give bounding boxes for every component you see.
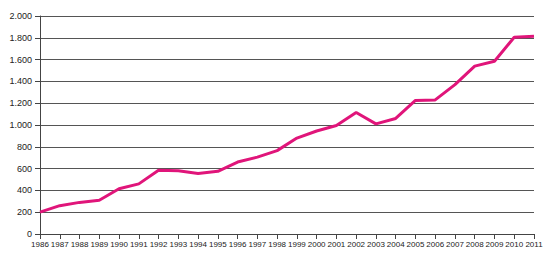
svg-text:1996: 1996 bbox=[229, 240, 247, 249]
svg-text:2009: 2009 bbox=[486, 240, 504, 249]
svg-text:400: 400 bbox=[17, 185, 32, 195]
svg-text:2002: 2002 bbox=[347, 240, 365, 249]
svg-text:1.600: 1.600 bbox=[9, 55, 32, 65]
svg-text:600: 600 bbox=[17, 164, 32, 174]
svg-text:1999: 1999 bbox=[288, 240, 306, 249]
svg-text:1987: 1987 bbox=[51, 240, 69, 249]
svg-text:1994: 1994 bbox=[189, 240, 207, 249]
svg-text:800: 800 bbox=[17, 142, 32, 152]
svg-text:1991: 1991 bbox=[130, 240, 148, 249]
svg-text:2004: 2004 bbox=[387, 240, 405, 249]
svg-text:1.800: 1.800 bbox=[9, 33, 32, 43]
svg-text:2007: 2007 bbox=[446, 240, 464, 249]
svg-text:1997: 1997 bbox=[248, 240, 266, 249]
svg-text:1986: 1986 bbox=[31, 240, 49, 249]
svg-text:1.400: 1.400 bbox=[9, 76, 32, 86]
svg-text:2.000: 2.000 bbox=[9, 11, 32, 21]
svg-text:0: 0 bbox=[27, 229, 32, 239]
svg-text:1992: 1992 bbox=[150, 240, 168, 249]
svg-text:1.000: 1.000 bbox=[9, 120, 32, 130]
svg-text:2001: 2001 bbox=[328, 240, 346, 249]
svg-text:1998: 1998 bbox=[268, 240, 286, 249]
svg-text:2010: 2010 bbox=[505, 240, 523, 249]
svg-text:1990: 1990 bbox=[110, 240, 128, 249]
svg-text:1995: 1995 bbox=[209, 240, 227, 249]
svg-text:2006: 2006 bbox=[426, 240, 444, 249]
svg-text:2008: 2008 bbox=[466, 240, 484, 249]
svg-text:2000: 2000 bbox=[308, 240, 326, 249]
svg-text:1993: 1993 bbox=[169, 240, 187, 249]
svg-text:200: 200 bbox=[17, 207, 32, 217]
svg-text:1989: 1989 bbox=[90, 240, 108, 249]
svg-text:1.200: 1.200 bbox=[9, 98, 32, 108]
svg-text:2003: 2003 bbox=[367, 240, 385, 249]
svg-text:1988: 1988 bbox=[71, 240, 89, 249]
svg-text:2011: 2011 bbox=[525, 240, 543, 249]
svg-text:2005: 2005 bbox=[407, 240, 425, 249]
